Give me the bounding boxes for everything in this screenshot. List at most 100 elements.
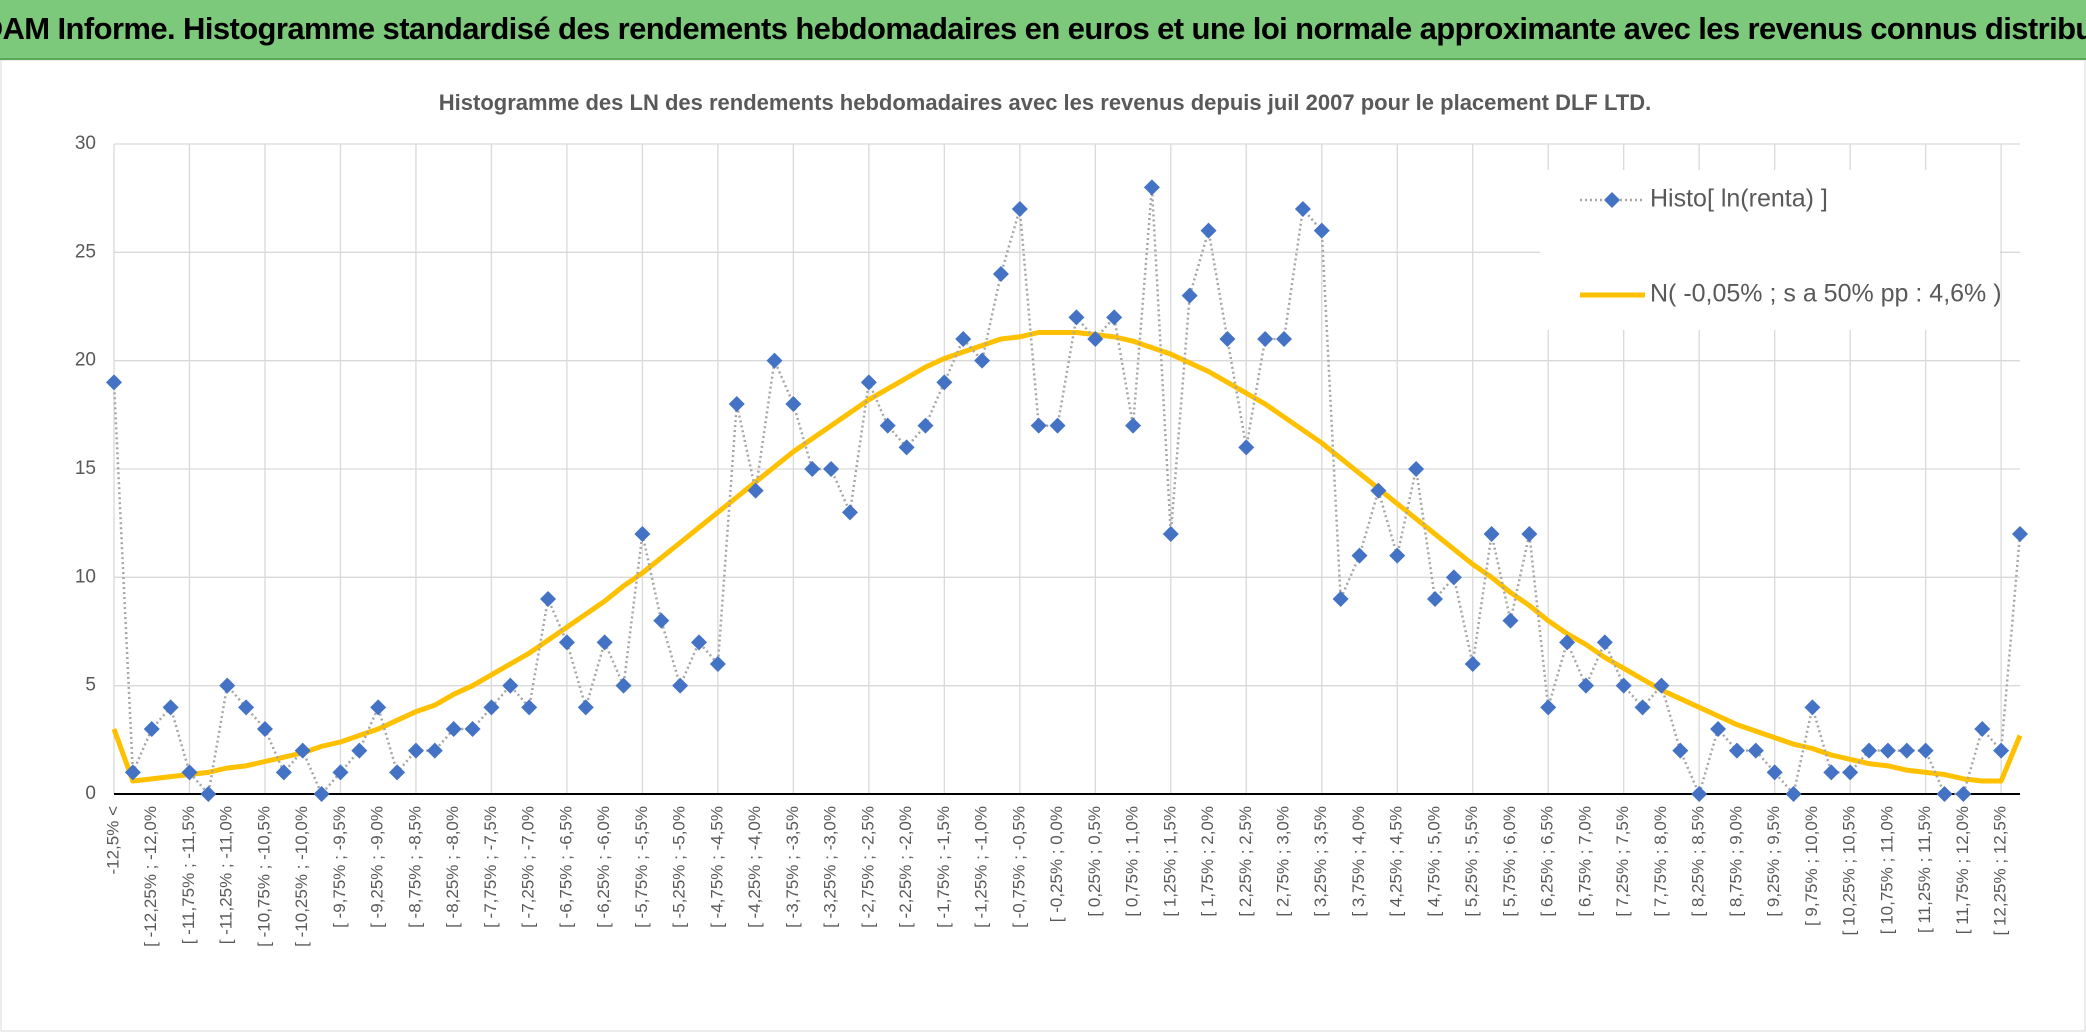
x-tick-label: [ -7,25% ; -7,0% (519, 806, 538, 928)
marker (992, 266, 1009, 282)
marker (1106, 309, 1123, 326)
marker (672, 677, 689, 694)
y-tick-label: 20 (75, 350, 96, 371)
marker (558, 634, 575, 651)
marker (445, 721, 462, 737)
marker (1728, 742, 1745, 759)
x-tick-label: [ -10,25% ; -10,0% (292, 806, 311, 947)
x-tick-label: [ -9,25% ; -9,0% (368, 806, 387, 928)
x-tick-label: [ 8,25% ; 8,5% (1689, 806, 1708, 917)
x-tick-label: [ 11,25% ; 11,5% (1915, 806, 1934, 933)
marker (747, 482, 764, 499)
marker (898, 439, 915, 456)
marker (1993, 742, 2010, 759)
x-tick-label: [ -11,75% ; -11,5% (179, 806, 198, 944)
marker (1162, 526, 1179, 542)
marker (1257, 331, 1274, 347)
marker (313, 786, 330, 802)
x-tick-label: [ -4,25% ; -4,0% (745, 806, 764, 928)
x-tick-label: [ -0,25% ; 0,0% (1047, 806, 1066, 922)
marker (1181, 287, 1198, 304)
marker (407, 742, 424, 759)
marker (1238, 439, 1255, 456)
marker (275, 764, 292, 781)
x-tick-label: [ -8,25% ; -8,0% (443, 806, 462, 928)
x-tick-label: [ 7,25% ; 7,5% (1613, 806, 1632, 917)
marker (219, 677, 236, 694)
marker (1691, 786, 1708, 802)
x-tick-label: [ 1,75% ; 2,0% (1198, 806, 1217, 917)
x-tick-label: [ 11,75% ; 12,0% (1953, 806, 1972, 934)
marker (785, 396, 802, 412)
marker (502, 677, 519, 694)
marker (1464, 656, 1481, 672)
marker (1445, 569, 1462, 586)
marker (181, 764, 198, 781)
marker (1087, 331, 1104, 347)
x-tick-label: [ 9,75% ; 10,0% (1802, 806, 1821, 926)
marker (955, 331, 972, 347)
marker (936, 374, 953, 391)
marker (389, 764, 406, 781)
chart-title: Histogramme des LN des rendements hebdom… (439, 90, 1651, 115)
marker (1596, 634, 1613, 651)
marker (1974, 721, 1991, 737)
x-tick-label: [ -3,25% ; -3,0% (821, 806, 840, 928)
x-tick-label: [ 1,25% ; 1,5% (1160, 806, 1179, 917)
marker (1615, 677, 1632, 694)
marker (841, 504, 858, 521)
y-tick-label: 10 (75, 566, 96, 587)
marker (426, 742, 443, 759)
marker (1011, 201, 1028, 217)
marker (804, 461, 821, 477)
x-tick-label: [ -6,25% ; -6,0% (594, 806, 613, 928)
marker (615, 677, 632, 694)
header-bar: ADAM Informe. Histogramme standardisé de… (0, 0, 2086, 60)
marker (1634, 699, 1651, 716)
marker (124, 764, 141, 781)
x-tick-label: [ 3,25% ; 3,5% (1311, 806, 1330, 917)
marker (521, 699, 538, 716)
x-tick-label: [ -5,25% ; -5,0% (670, 806, 689, 928)
x-tick-label: [ 2,75% ; 3,0% (1274, 806, 1293, 917)
marker (1049, 417, 1066, 434)
x-tick-label: [ 10,25% ; 10,5% (1840, 806, 1859, 935)
marker (728, 396, 745, 412)
y-tick-label: 25 (75, 241, 96, 262)
marker (917, 417, 934, 434)
x-tick-label: [ -1,75% ; -1,5% (934, 806, 953, 928)
marker (577, 699, 594, 716)
x-tick-label: [ -7,75% ; -7,5% (481, 806, 500, 928)
marker (2012, 526, 2028, 542)
marker (1351, 547, 1368, 564)
x-tick-label: [ -1,25% ; -1,0% (972, 806, 991, 928)
marker (1540, 699, 1557, 716)
header-title: ADAM Informe. Histogramme standardisé de… (0, 11, 2086, 46)
marker (1917, 742, 1934, 759)
x-tick-label: [ -12,25% ; -12,0% (141, 806, 160, 947)
marker (1200, 222, 1217, 239)
marker (1653, 677, 1670, 694)
marker (691, 634, 708, 651)
legend-label: Histo[ ln(renta) ] (1650, 185, 1828, 213)
marker (1879, 742, 1896, 759)
x-tick-label: [ -9,75% ; -9,5% (330, 806, 349, 928)
marker (1143, 179, 1160, 196)
marker (1502, 612, 1519, 629)
x-tick-label: [ 6,75% ; 7,0% (1575, 806, 1594, 917)
x-tick-label: [ 5,25% ; 5,5% (1462, 806, 1481, 917)
marker (1766, 764, 1783, 781)
x-tick-label: [ -10,75% ; -10,5% (254, 806, 273, 947)
marker (1068, 309, 1085, 326)
x-tick-label: [ -6,75% ; -6,5% (556, 806, 575, 928)
series-line (111, 330, 2023, 784)
marker (1332, 591, 1349, 607)
marker (370, 699, 387, 716)
marker (823, 461, 840, 477)
marker (106, 374, 122, 391)
marker (1483, 526, 1500, 542)
marker (1577, 677, 1594, 694)
x-tick-label: [ -11,25% ; -11,0% (217, 806, 236, 944)
marker (766, 352, 783, 369)
